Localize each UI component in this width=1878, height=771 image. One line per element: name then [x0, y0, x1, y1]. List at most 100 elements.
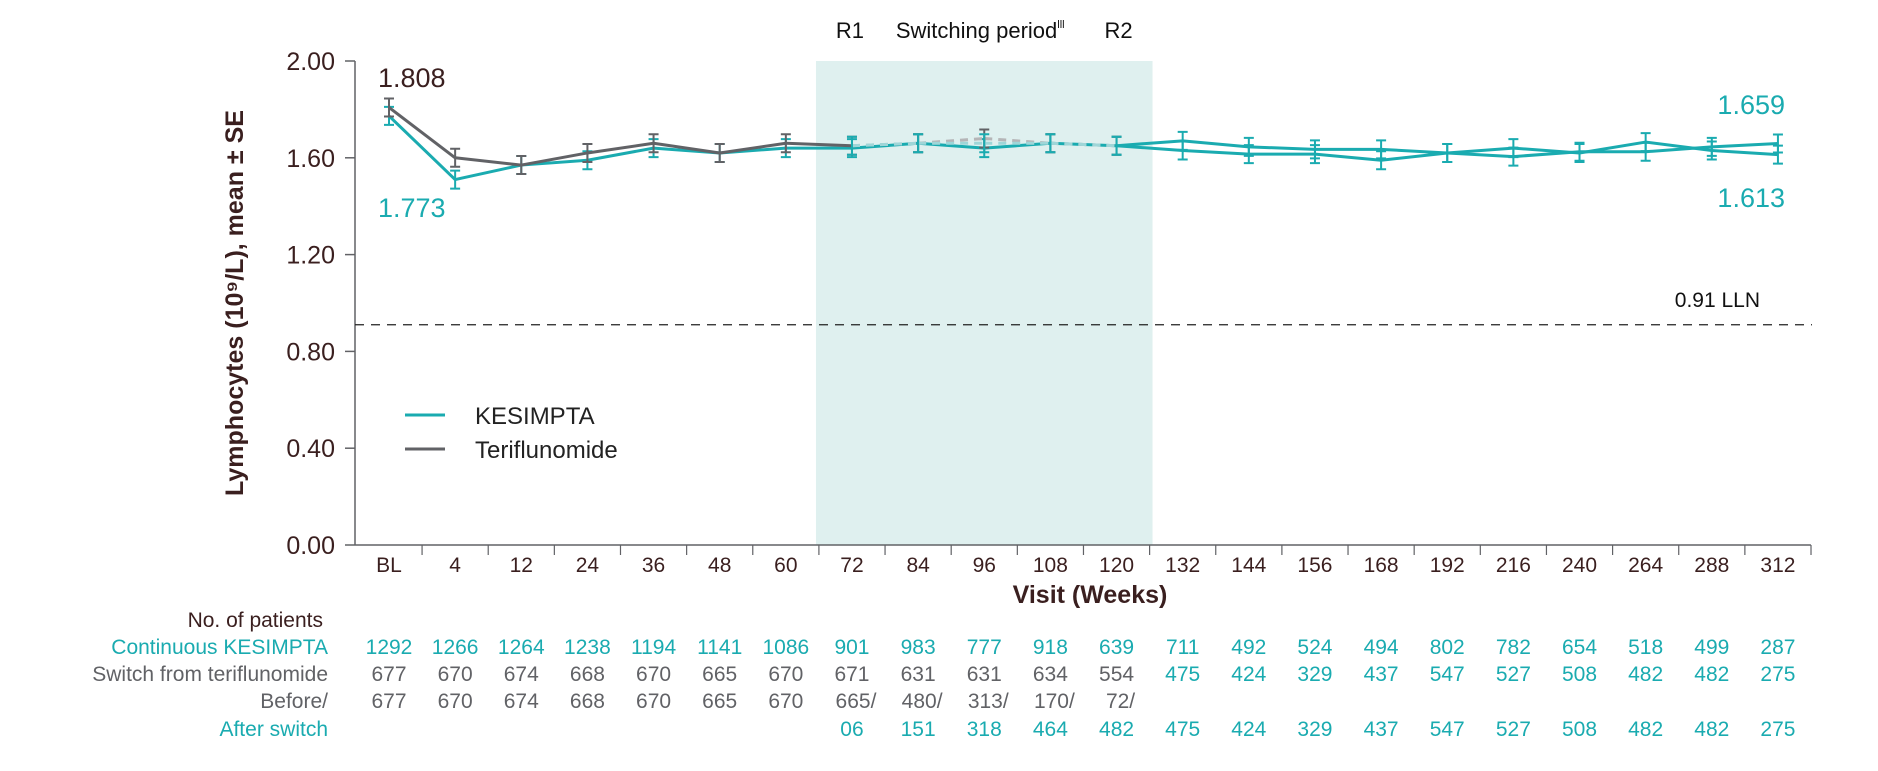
series-segment-3 — [1645, 140, 1712, 153]
patients-count: 482 — [1694, 718, 1729, 741]
patients-count: 711 — [1166, 636, 1199, 659]
switching-period-text: Switching period — [896, 18, 1057, 43]
patients-count: 313/ — [968, 690, 1009, 713]
x-tick-label: 48 — [708, 554, 731, 577]
patients-count: 674 — [504, 663, 539, 686]
y-tick-label: 0.80 — [286, 338, 335, 366]
patients-count: 480/ — [902, 690, 943, 713]
patients-count: 170/ — [1034, 690, 1075, 713]
patients-count: 631 — [967, 663, 1002, 686]
patients-count: 494 — [1364, 636, 1399, 659]
series-segment-3 — [1711, 149, 1779, 157]
series-segment-3 — [1314, 152, 1382, 162]
legend-label-kesimpta: KESIMPTA — [475, 403, 595, 430]
patients-count: 464 — [1033, 718, 1068, 741]
patients-count: 492 — [1231, 636, 1266, 659]
patients-count: 1141 — [697, 636, 742, 659]
series-segment-1 — [1182, 139, 1249, 149]
error-bar-3 — [1574, 142, 1585, 163]
error-bar-3 — [846, 135, 857, 156]
r2-label: R2 — [1104, 18, 1132, 43]
y-tick-label: 1.20 — [286, 242, 335, 270]
patients-row-label: After switch — [219, 718, 328, 741]
y-axis-label: Lymphocytes (10⁹/L), mean ± SE — [221, 110, 249, 496]
patients-count: 482 — [1628, 663, 1663, 686]
series-segment-1 — [1381, 147, 1448, 155]
patients-count: 72/ — [1106, 690, 1135, 713]
error-bar-3 — [1706, 140, 1717, 161]
error-bar-2 — [384, 97, 394, 118]
patients-count: 1238 — [564, 636, 611, 659]
x-tick-label: 60 — [774, 554, 797, 577]
series-segment-2 — [388, 106, 457, 159]
x-tick-label: 288 — [1694, 554, 1729, 577]
patients-count: 1264 — [498, 636, 545, 659]
x-tick-label: 192 — [1430, 554, 1465, 577]
patients-count: 901 — [834, 636, 869, 659]
patients-count: 518 — [1628, 636, 1663, 659]
patients-count: 1086 — [762, 636, 809, 659]
error-bar-2 — [648, 133, 659, 154]
patients-count: 983 — [901, 636, 936, 659]
series-segment-1 — [387, 114, 457, 181]
series-segment-2 — [454, 156, 522, 167]
error-bar-3 — [1640, 132, 1651, 153]
series-segment-1 — [1248, 145, 1316, 151]
patients-count: 677 — [371, 663, 406, 686]
series-segment-2 — [785, 141, 853, 148]
switching-period-label: Switching periodlll — [896, 18, 1065, 43]
patients-count: 329 — [1297, 718, 1332, 741]
x-tick-label: 216 — [1496, 554, 1531, 577]
error-bar-2 — [516, 155, 527, 176]
error-bar-3 — [979, 133, 990, 154]
x-tick-label: 264 — [1628, 554, 1663, 577]
patients-count: 671 — [834, 663, 869, 686]
y-tick-label: 1.60 — [286, 145, 335, 173]
x-tick-label: 312 — [1760, 554, 1795, 577]
patients-count: 802 — [1430, 636, 1465, 659]
patients-count: 631 — [901, 663, 936, 686]
error-bar-3 — [1508, 138, 1519, 159]
series-segment-3 — [1116, 144, 1183, 153]
error-bar-3 — [1111, 135, 1122, 156]
error-bar-2 — [450, 147, 461, 168]
error-bar-2 — [582, 142, 593, 163]
series-segment-3 — [1050, 141, 1117, 148]
patients-count: 670 — [438, 663, 473, 686]
error-bar-3 — [1309, 144, 1320, 165]
patients-count: 329 — [1297, 663, 1332, 686]
start-value-kesimpta: 1.773 — [378, 193, 446, 223]
y-tick-label: 0.40 — [286, 435, 335, 463]
patients-count: 527 — [1496, 663, 1531, 686]
patients-count: 1266 — [432, 636, 479, 659]
patients-count: 437 — [1364, 663, 1399, 686]
patients-count: 508 — [1562, 718, 1597, 741]
patients-count: 524 — [1297, 636, 1332, 659]
patients-count: 287 — [1760, 636, 1795, 659]
patients-count: 275 — [1760, 663, 1795, 686]
x-tick-label: 72 — [840, 554, 863, 577]
series-segment-2 — [653, 141, 720, 155]
patients-table-title: No. of patients — [188, 609, 323, 632]
y-tick-label: 2.00 — [286, 48, 335, 76]
series-segment-3 — [851, 141, 919, 148]
lln-label: 0.91 LLN — [1675, 289, 1760, 312]
patients-count: 782 — [1496, 636, 1531, 659]
series-segment-3 — [1447, 146, 1514, 155]
x-tick-label: 120 — [1099, 554, 1134, 577]
patients-count: 318 — [967, 718, 1002, 741]
series-segment-1 — [1711, 142, 1779, 149]
series-segment-3 — [1182, 149, 1249, 156]
x-tick-label: 96 — [973, 554, 996, 577]
x-tick-label: 132 — [1165, 554, 1200, 577]
y-tick-label: 0.00 — [286, 532, 335, 560]
series-segment-2 — [719, 141, 787, 155]
patients-count: 275 — [1760, 718, 1795, 741]
error-bar-3 — [1376, 150, 1387, 171]
patients-count: 475 — [1165, 663, 1200, 686]
series-segment-2 — [984, 136, 1051, 145]
patients-count: 670 — [636, 690, 671, 713]
x-tick-label: 36 — [642, 554, 665, 577]
series-segment-3 — [1380, 151, 1448, 162]
